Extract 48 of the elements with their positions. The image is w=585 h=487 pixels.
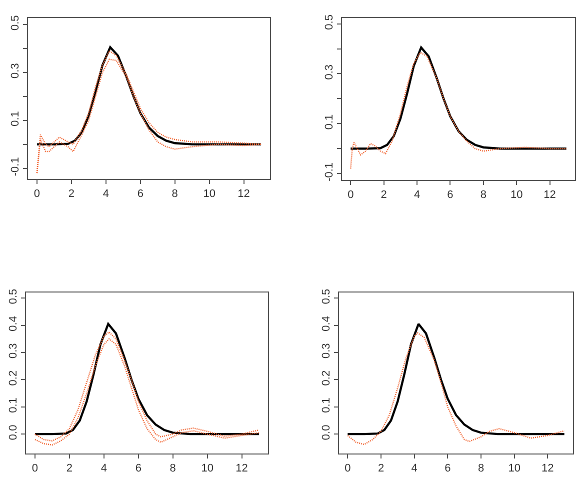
x-tick-label: 6 xyxy=(135,462,142,475)
y-tick-label: 0.3 xyxy=(320,343,333,358)
x-tick-label: 6 xyxy=(444,462,451,475)
x-tick-label: 0 xyxy=(32,462,38,475)
y-tick-label: 0.5 xyxy=(8,288,20,304)
x-tick-label: 6 xyxy=(137,188,144,200)
x-tick-label: 10 xyxy=(201,462,214,475)
y-tick-label: 0.1 xyxy=(10,111,22,126)
y-tick-label: 0.2 xyxy=(8,370,20,386)
x-tick-label: 12 xyxy=(236,462,248,475)
x-tick-label: 0 xyxy=(348,189,354,202)
y-tick-label: 0.1 xyxy=(320,398,333,413)
y-tick-label: 0.5 xyxy=(320,288,333,304)
y-tick-label: 0.1 xyxy=(8,398,20,413)
y-tick-label: 0.4 xyxy=(8,316,20,332)
x-tick-label: 8 xyxy=(480,189,486,202)
x-tick-label: 8 xyxy=(172,188,178,200)
x-tick-label: 2 xyxy=(378,462,384,475)
x-tick-label: 4 xyxy=(411,462,418,475)
x-tick-label: 12 xyxy=(238,188,250,200)
x-tick-label: 4 xyxy=(102,188,109,200)
x-tick-label: 0 xyxy=(34,188,40,200)
x-tick-label: 0 xyxy=(344,462,351,475)
x-tick-label: 12 xyxy=(544,189,556,202)
x-tick-label: 10 xyxy=(508,462,520,475)
y-tick-label: -0.1 xyxy=(10,157,22,176)
y-tick-label: 0.0 xyxy=(320,424,333,440)
y-tick-label: 0.0 xyxy=(8,424,20,440)
y-tick-label: 0.3 xyxy=(8,343,20,358)
y-tick-label: 0.4 xyxy=(320,316,333,332)
x-tick-label: 6 xyxy=(447,189,454,202)
y-tick-label: 0.3 xyxy=(324,64,336,80)
x-tick-label: 2 xyxy=(68,188,75,200)
y-tick-label: 0.3 xyxy=(10,63,22,78)
y-tick-label: -0.1 xyxy=(324,162,336,182)
x-tick-label: 12 xyxy=(542,462,554,475)
x-tick-label: 8 xyxy=(170,462,176,475)
y-tick-label: 0.1 xyxy=(324,114,336,130)
x-tick-label: 10 xyxy=(510,189,523,202)
y-tick-label: 0.5 xyxy=(324,14,336,30)
x-tick-label: 10 xyxy=(203,188,216,200)
x-tick-label: 2 xyxy=(66,462,73,475)
y-tick-label: 0.2 xyxy=(320,370,333,386)
x-tick-label: 4 xyxy=(414,189,420,202)
x-tick-label: 4 xyxy=(100,462,107,475)
x-tick-label: 8 xyxy=(478,462,484,475)
x-tick-label: 2 xyxy=(380,189,387,202)
y-tick-label: 0.5 xyxy=(10,15,22,31)
